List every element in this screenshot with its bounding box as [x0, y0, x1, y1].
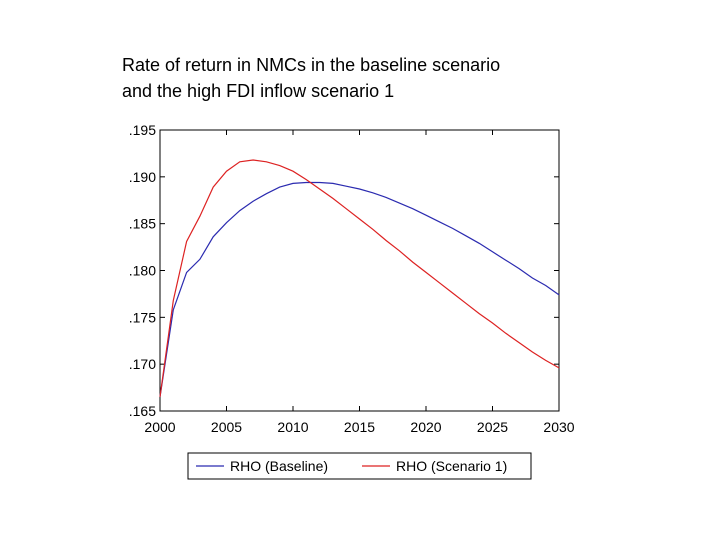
- chart-title: Rate of return in NMCs in the baseline s…: [122, 52, 500, 104]
- x-tick-label: 2010: [277, 419, 308, 435]
- legend-label: RHO (Baseline): [230, 458, 328, 474]
- series-line-scenario-1: [159, 159, 560, 397]
- x-tick-label: 2015: [344, 419, 375, 435]
- plot-frame: [159, 129, 560, 412]
- x-tick-label: 2005: [211, 419, 242, 435]
- x-tick-label: 2020: [410, 419, 441, 435]
- y-tick-label: .165: [129, 403, 156, 419]
- series-line-baseline: [159, 181, 560, 397]
- legend: RHO (Baseline) RHO (Scenario 1): [187, 452, 532, 480]
- chart-title-line-1: Rate of return in NMCs in the baseline s…: [122, 55, 501, 75]
- x-tick-label: 2025: [477, 419, 508, 435]
- y-tick-label: .170: [129, 356, 156, 372]
- y-tick-label: .190: [129, 169, 156, 185]
- y-tick-label: .175: [129, 309, 156, 325]
- x-tick-label: 2030: [543, 419, 574, 435]
- legend-box: [187, 452, 532, 480]
- x-tick-label: 2000: [144, 419, 175, 435]
- y-tick-label: .180: [129, 263, 156, 279]
- y-tick-label: .195: [129, 122, 156, 138]
- y-tick-label: .185: [129, 216, 156, 232]
- chart-title-line-2: and the high FDI inflow scenario 1: [122, 81, 395, 101]
- legend-label: RHO (Scenario 1): [396, 458, 507, 474]
- plot-area: .165 .170 .175 .180 .185 .190 .195 2000 2005 2010…: [129, 122, 575, 435]
